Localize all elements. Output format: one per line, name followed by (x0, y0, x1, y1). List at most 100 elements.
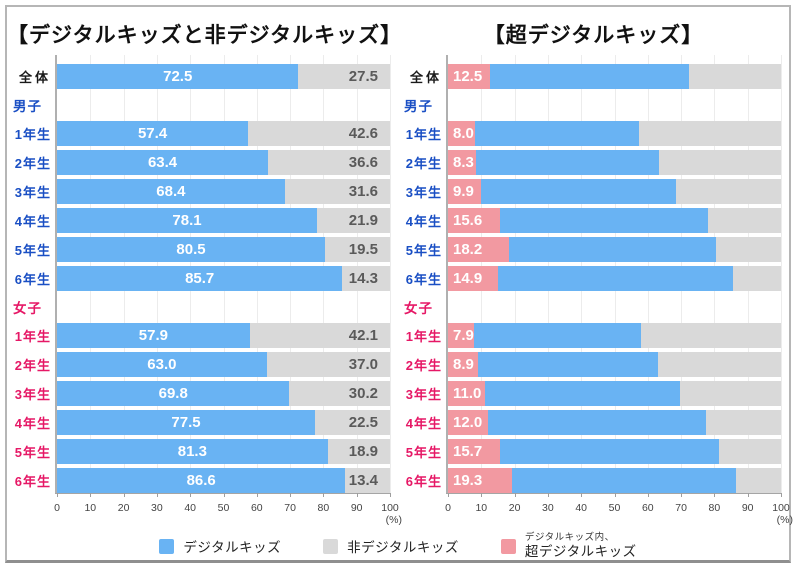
gridline (781, 55, 782, 493)
row-label: 1年生 (14, 127, 51, 142)
row-label: 4年生 (405, 214, 442, 229)
bar-value: 21.9 (348, 212, 378, 229)
digital-bar-segment: 63.0 (57, 352, 267, 377)
bar-value: 13.4 (348, 472, 378, 489)
digital-bar-segment (474, 121, 640, 146)
axis-tick (647, 493, 649, 497)
superdigital-legend-text: デジタルキッズ内、 超デジタルキッズ (525, 532, 637, 559)
right-percent-unit-label: (%) (776, 514, 793, 526)
bar-track: 68.4 31.6 (57, 179, 390, 204)
axis-tick-label: 90 (741, 502, 754, 514)
row-label: 3年生 (14, 387, 51, 402)
row-label: 2年生 (405, 358, 442, 373)
bar-row: 1年生 57.4 42.6 (15, 121, 390, 146)
axis-tick-label: 100 (381, 502, 399, 514)
row-label: 4年生 (14, 416, 51, 431)
bar-row: 3年生 69.8 30.2 (15, 381, 390, 406)
row-label: 6年生 (14, 474, 51, 489)
bar-row: 全体 12.5 (410, 64, 781, 89)
row-label: 2年生 (14, 156, 51, 171)
bar-row: 2年生 63.0 37.0 (15, 352, 390, 377)
digital-bar-segment: 85.7 (57, 266, 343, 291)
non-digital-bar-segment: 27.5 (298, 64, 390, 89)
axis-tick (90, 493, 92, 497)
row-label: 全体 (409, 70, 442, 85)
bar-track: 12.5 (448, 64, 781, 89)
axis-tick-label: 60 (641, 502, 654, 514)
bar-value: 42.6 (348, 125, 378, 142)
super-digital-bar-segment: 8.3 (448, 150, 476, 175)
legend: デジタルキッズ 非デジタルキッズ デジタルキッズ内、 超デジタルキッズ (7, 532, 789, 559)
super-digital-bar-segment: 15.7 (448, 439, 501, 464)
non-digital-bar-segment (680, 381, 781, 406)
non-digital-bar-segment: 36.6 (268, 150, 390, 175)
non-digital-bar-segment (716, 237, 781, 262)
digital-bar-segment: 68.4 (57, 179, 285, 204)
bar-row: 4年生 12.0 (406, 410, 781, 435)
super-digital-bar-segment: 15.6 (448, 208, 500, 233)
bar-value: 78.1 (172, 212, 202, 229)
non-digital-bar-segment (706, 410, 781, 435)
axis-tick-label: 10 (475, 502, 488, 514)
bar-row: 5年生 15.7 (406, 439, 781, 464)
super-digital-bar-segment: 12.5 (448, 64, 490, 89)
row-label: 3年生 (14, 185, 51, 200)
row-label: 2年生 (405, 156, 442, 171)
super-digital-bar-segment: 9.9 (448, 179, 481, 204)
digital-bar-segment (487, 410, 707, 435)
bar-row: 3年生 68.4 31.6 (15, 179, 390, 204)
bar-track: 57.4 42.6 (57, 121, 390, 146)
left-chart-title: 【デジタルキッズと非デジタルキッズ】 (7, 24, 403, 47)
gridline (390, 55, 391, 493)
axis-tick-label: 100 (772, 502, 790, 514)
axis-tick-label: 30 (151, 502, 163, 514)
axis-tick-label: 40 (575, 502, 588, 514)
bar-value: 68.4 (156, 183, 186, 200)
non-digital-bar-segment (640, 323, 781, 348)
digital-bar-segment (508, 237, 717, 262)
bar-value: 63.0 (147, 356, 177, 373)
bar-row: 4年生 15.6 (406, 208, 781, 233)
digital-bar-segment (512, 468, 737, 493)
axis-tick-label: 60 (250, 502, 263, 514)
digital-bar-segment (489, 64, 690, 89)
digital-bar-segment: 78.1 (57, 208, 318, 233)
bar-value: 12.0 (453, 414, 483, 431)
non-digital-bar-segment (675, 179, 781, 204)
axis-tick (390, 493, 391, 497)
non-digital-bar-segment (657, 352, 781, 377)
super-digital-bar-segment: 14.9 (448, 266, 498, 291)
axis-tick (290, 493, 292, 497)
left-chart-axis: (%) 0 10 20 30 40 50 60 70 80 90 100 (54, 497, 402, 527)
superdigital-legend-swatch (500, 538, 516, 554)
axis-tick (323, 493, 325, 497)
bar-track: 18.2 (448, 237, 781, 262)
group-label: 男子 (13, 99, 42, 114)
digital-bar-segment (477, 352, 658, 377)
nondigital-legend-label: 非デジタルキッズ (347, 540, 459, 556)
digital-bar-segment: 77.5 (57, 410, 316, 435)
bar-track: 81.3 18.9 (57, 439, 390, 464)
axis-tick-label: 90 (350, 502, 363, 514)
digital-bar-segment (484, 381, 681, 406)
group-label-row: 女子 (404, 297, 781, 317)
nondigital-legend-swatch (323, 538, 339, 554)
bar-value: 7.9 (453, 327, 474, 344)
digital-legend-label: デジタルキッズ (183, 540, 282, 556)
bar-track: 12.0 (448, 410, 781, 435)
bar-value: 80.5 (176, 241, 206, 258)
bar-row: 4年生 78.1 21.9 (15, 208, 390, 233)
row-label: 5年生 (14, 445, 51, 460)
axis-tick (156, 493, 158, 497)
row-label: 1年生 (405, 329, 442, 344)
axis-tick-label: 70 (284, 502, 296, 514)
bar-value: 14.3 (348, 270, 378, 287)
bar-value: 72.5 (163, 68, 193, 85)
bar-track: 72.5 27.5 (57, 64, 390, 89)
bar-value: 27.5 (348, 68, 378, 85)
axis-tick-label: 0 (445, 502, 451, 514)
bar-row: 5年生 18.2 (406, 237, 781, 262)
bar-track: 80.5 19.5 (57, 237, 390, 262)
left-percent-unit-label: (%) (385, 514, 402, 526)
x-axis-line (446, 493, 781, 494)
